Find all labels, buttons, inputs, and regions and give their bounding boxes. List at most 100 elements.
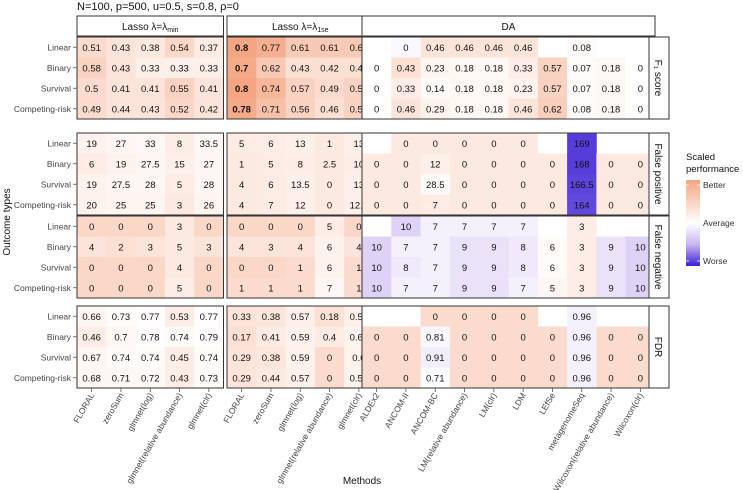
cell-label: 0.77 [141, 312, 160, 323]
cell-label: 0.42 [200, 104, 219, 115]
heatmap-cell [285, 98, 316, 120]
cell-label: 166.5 [570, 180, 594, 191]
heatmap-cell [479, 78, 509, 99]
heatmap-cell [314, 98, 345, 120]
heatmap-cell [256, 98, 286, 120]
cell-label: 27.5 [112, 180, 131, 191]
heatmap-cell [537, 57, 568, 79]
heatmap-cell [625, 194, 656, 216]
heatmap-cell [625, 98, 656, 120]
heatmap-cell [391, 257, 421, 278]
cell-label: 0 [89, 222, 94, 233]
cell-label: 0.14 [426, 84, 445, 95]
row-strip-label: False negative [652, 224, 663, 289]
cell-label: 0.78 [141, 332, 160, 343]
heatmap-cell [537, 347, 568, 368]
heatmap-cell [285, 257, 316, 278]
heatmap-cell [135, 236, 166, 258]
cell-label: 0 [521, 159, 526, 170]
heatmap-cell [537, 194, 568, 216]
column-strip-label: Lasso λ=λ1se [272, 22, 329, 34]
heatmap-cell [391, 98, 421, 120]
cell-label: 10 [635, 242, 646, 253]
heatmap-cell [537, 326, 568, 348]
heatmap-cell [285, 277, 316, 299]
heatmap-cell [135, 98, 166, 120]
heatmap-cell [420, 367, 451, 389]
legend-label: Average [703, 218, 735, 228]
cell-label: 0.33 [141, 63, 160, 74]
heatmap-cell [227, 326, 257, 348]
cell-label: 10 [371, 242, 382, 253]
heatmap-cell [77, 367, 107, 389]
cell-label: 7 [433, 283, 438, 294]
cell-label: 1 [356, 283, 361, 294]
cell-label: 0 [118, 263, 123, 274]
cell-label: 12 [430, 159, 441, 170]
heatmap-cell [449, 133, 480, 154]
cell-label: 0 [403, 180, 408, 191]
cell-label: 9 [462, 242, 467, 253]
heatmap-cell [106, 57, 136, 79]
heatmap-cells: 0.51 0.43 0.38 0.54 0.370.58 0.43 0.33 0.33 0.33… [76, 36, 656, 389]
cell-label: 10 [401, 222, 412, 233]
heatmap-cell [479, 57, 509, 79]
cell-label: 0.08 [573, 43, 592, 54]
heatmap-cell [508, 326, 539, 348]
cell-label: 0.8 [235, 43, 248, 54]
cell-label: 0.57 [543, 63, 562, 74]
cell-label: 0.7 [114, 332, 127, 343]
heatmap-cell [285, 367, 316, 389]
heatmap-cell [77, 57, 107, 79]
heatmap-cell [314, 37, 345, 58]
y-tick-label: Survival [41, 262, 71, 272]
cell-label: 7 [521, 283, 526, 294]
cell-label: 0 [148, 283, 153, 294]
heatmap-cell [420, 347, 451, 368]
heatmap-cell [479, 257, 509, 278]
cell-label: 0 [374, 353, 379, 364]
heatmap-cell [164, 277, 195, 299]
cell-label: 0.61 [350, 43, 369, 54]
cell-label: 0.57 [291, 312, 310, 323]
cell-label: 0.6 [352, 353, 365, 364]
cell-label: 5 [550, 283, 555, 294]
heatmap-cell [625, 57, 656, 79]
cell-label: 0 [521, 373, 526, 384]
heatmap-cell [479, 367, 509, 389]
heatmap-cell [449, 37, 480, 58]
cell-label: 169 [574, 139, 590, 150]
cell-label: 7 [433, 222, 438, 233]
cell-label: 0.51 [82, 43, 101, 54]
x-axis-title: Methods [343, 476, 381, 487]
heatmap-cell [314, 367, 345, 389]
cell-label: 19 [116, 159, 127, 170]
heatmap-cell [625, 153, 656, 175]
cell-label: 0 [638, 63, 643, 74]
heatmap-cell [314, 57, 345, 79]
heatmap-cell [164, 133, 195, 154]
cell-label: 5 [177, 180, 182, 191]
x-tick-label: glmnet(relative abundance) [274, 391, 334, 485]
heatmap-cell [227, 194, 257, 216]
heatmap-cell [135, 277, 166, 299]
heatmap-cell [77, 37, 107, 58]
heatmap-cell [314, 326, 345, 348]
heatmap-cell [596, 174, 627, 195]
cell-label: 0.56 [291, 104, 310, 115]
heatmap-cell [227, 98, 257, 120]
heatmap-cell [194, 326, 224, 348]
heatmap-cell [227, 57, 257, 79]
x-tick-label: LM(clr) [477, 391, 499, 419]
heatmap-cell [449, 57, 480, 79]
cell-label: 0 [638, 104, 643, 115]
cell-label: 0.18 [602, 84, 621, 95]
x-tick-label: FLORAL [221, 391, 246, 425]
heatmap-cell [314, 133, 345, 154]
row-strip-label: F₁ score [652, 60, 663, 97]
heatmap-cell [391, 174, 421, 195]
heatmap-cell [391, 133, 421, 154]
heatmap-cell [508, 347, 539, 368]
heatmap-cell [135, 153, 166, 175]
cell-label: 0.8 [235, 84, 248, 95]
